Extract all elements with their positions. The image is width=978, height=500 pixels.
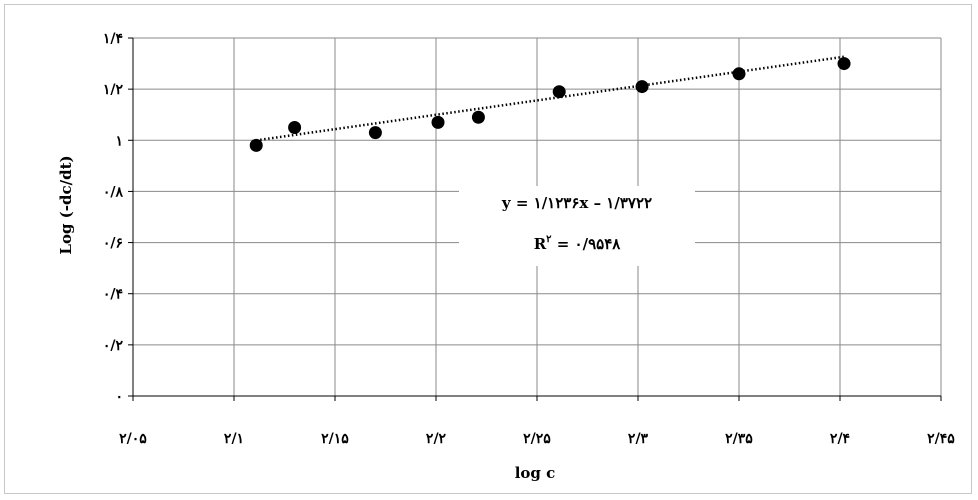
y-tick-label: ۰/۶ xyxy=(103,236,123,252)
x-tick-label: ۲/۱۵ xyxy=(321,431,349,447)
y-tick-label: ۰/۲ xyxy=(103,338,124,354)
equation-box xyxy=(459,186,695,266)
data-point xyxy=(288,121,302,134)
y-tick-label: ۰ xyxy=(115,389,123,405)
y-tick-label: ۱/۴ xyxy=(103,31,123,47)
trendline-path xyxy=(256,55,845,142)
x-tick-label: ۲/۰۵ xyxy=(119,431,147,447)
chart-frame: ۰ ۰/۲ ۰/۴ ۰/۶ ۰/۸ ۱ ۱/۲ ۱/۴ ۲/۰۵ ۲/۱ ۲/۱۵ ۲/۲ ۲/۲۵ ۲… xyxy=(4,4,972,494)
x-tick-label: ۲/۳ xyxy=(628,431,649,447)
trend-equation: y = ۱/۱۲۳۶x – ۱/۳۷۲۲ xyxy=(501,194,652,212)
x-tick-label: ۲/۲ xyxy=(426,431,447,447)
data-point xyxy=(635,80,649,94)
x-tick-label: ۲/۳۵ xyxy=(725,431,753,447)
y-tick-label: ۱ xyxy=(115,133,123,149)
data-point xyxy=(837,57,851,71)
trendline xyxy=(256,55,845,142)
y-tick-label: ۰/۴ xyxy=(103,287,123,303)
data-point xyxy=(249,138,263,152)
y-axis-ticks: ۰ ۰/۲ ۰/۴ ۰/۶ ۰/۸ ۱ ۱/۲ ۱/۴ xyxy=(103,31,133,405)
r-squared-superscript: ۲ xyxy=(546,234,552,245)
data-point xyxy=(732,67,746,81)
x-axis-title: log c xyxy=(515,464,556,482)
data-point xyxy=(368,126,382,140)
scatter-chart: ۰۰/۲۰/۴۰/۶۰/۸۱۱/۲۱/۴ ۲/۰۵ ۲/۱ ۲/۱۵ ۲/۲ ۲/۲۵ ۲… xyxy=(57,31,955,482)
r-squared-label: R۲ = ۰/۹۵۴۸ xyxy=(534,234,622,253)
r-squared-value: = ۰/۹۵۴۸ xyxy=(552,235,622,253)
x-tick-label: ۲/۴۵ xyxy=(927,431,955,447)
x-axis-ticks: ۲/۰۵ ۲/۱ ۲/۱۵ ۲/۲ ۲/۲۵ ۲/۳ ۲/۳۵ ۲/۴ ۲/۴۵ xyxy=(119,396,955,447)
y-axis-title: Log (-dc/dt) xyxy=(57,155,75,254)
y-tick-label: ۱/۲ xyxy=(103,82,124,98)
x-tick-label: ۲/۲۵ xyxy=(523,431,551,447)
x-tick-label: ۲/۱ xyxy=(224,431,244,447)
data-point xyxy=(431,115,445,129)
r-squared-prefix: R xyxy=(534,235,547,253)
data-point xyxy=(552,85,566,99)
x-tick-label: ۲/۴ xyxy=(830,431,850,447)
y-tick-label: ۰/۸ xyxy=(103,184,124,200)
data-points xyxy=(249,57,851,152)
data-point xyxy=(471,110,485,124)
